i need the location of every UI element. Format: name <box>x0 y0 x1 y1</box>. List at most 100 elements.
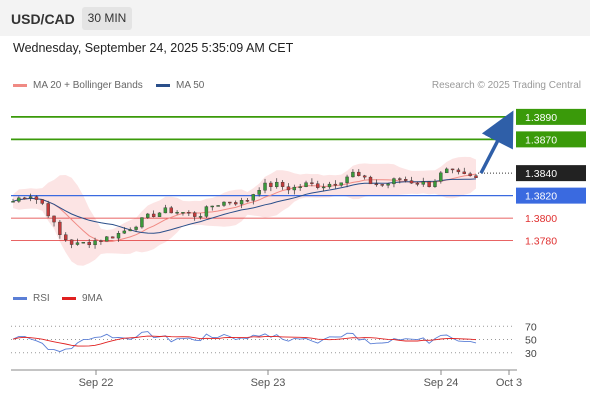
candle-body <box>257 190 261 195</box>
candle-body <box>433 181 437 187</box>
ma50-swatch <box>156 84 170 87</box>
level-1-3780-label: 1.3780 <box>525 236 557 248</box>
candle-body <box>362 175 367 178</box>
pair-title: USD/CAD <box>11 11 75 27</box>
candle-body <box>462 171 466 174</box>
candle-body <box>198 216 203 218</box>
ma20-line <box>12 173 477 243</box>
level-1-3800-label: 1.3800 <box>525 213 557 225</box>
candle-body <box>99 240 103 242</box>
candle-body <box>444 168 449 174</box>
candle-body <box>69 239 74 245</box>
candle-body <box>292 186 297 191</box>
candle-body <box>321 186 326 189</box>
candle-body <box>415 182 420 185</box>
legend-rsi-label: RSI <box>33 293 50 304</box>
rsi-line <box>12 331 477 353</box>
ma20-swatch <box>13 84 27 87</box>
candle-body <box>140 217 144 228</box>
candle-body <box>187 212 191 214</box>
candle-body <box>169 207 173 214</box>
candle-body <box>245 200 250 202</box>
candle-body <box>239 200 244 205</box>
candle-body <box>286 186 291 191</box>
candle-body <box>386 183 390 186</box>
candle-body <box>75 242 80 245</box>
legend-9ma-label: 9MA <box>82 293 103 304</box>
candle-body <box>351 171 355 178</box>
candle-body <box>310 182 314 184</box>
copyright: Research © 2025 Trading Central <box>431 80 581 91</box>
candle-body <box>345 176 349 183</box>
candle-body <box>151 213 156 217</box>
candle-body <box>304 182 308 188</box>
candle-body <box>327 183 332 188</box>
candle-body <box>403 179 408 181</box>
x-tick-label: Oct 3 <box>496 377 522 389</box>
x-tick-label: Sep 23 <box>251 377 286 389</box>
candle-body <box>181 212 185 214</box>
candle-body <box>357 171 361 176</box>
candle-body <box>450 168 455 171</box>
candle-body <box>93 240 97 246</box>
level-1-3870-tag <box>516 131 586 148</box>
candle-body <box>204 206 209 217</box>
x-tick-label: Sep 22 <box>79 377 114 389</box>
candle-body <box>421 181 425 185</box>
level-1-3820-tag <box>516 187 586 204</box>
candle-body <box>192 212 197 217</box>
candle-body <box>298 186 302 189</box>
candle-body <box>251 194 255 201</box>
candle-body <box>409 180 414 184</box>
legend-ma20-label: MA 20 + Bollinger Bands <box>33 80 143 91</box>
candle-body <box>468 173 472 176</box>
candle-body <box>64 234 68 241</box>
candle-body <box>23 197 27 200</box>
candle-body <box>280 181 285 187</box>
x-tick-label: Sep 24 <box>424 377 459 389</box>
level-1-3870-label: 1.3870 <box>525 134 557 146</box>
candle-body <box>134 226 138 230</box>
candle-body <box>339 182 343 186</box>
candle-body <box>269 182 273 187</box>
candle-body <box>427 181 431 187</box>
candle-body <box>439 172 443 182</box>
candle-body <box>263 182 267 191</box>
timeframe-button[interactable]: 30 MIN <box>82 7 132 30</box>
candle-body <box>368 176 373 185</box>
datetime-label: Wednesday, September 24, 2025 5:35:09 AM… <box>13 41 294 55</box>
legend-rsi: RSI <box>13 293 50 304</box>
candle-body <box>210 205 214 208</box>
candle-body <box>52 215 56 223</box>
rsi-level-label-50: 50 <box>525 335 537 347</box>
candle-body <box>116 233 121 239</box>
candle-body <box>333 183 338 186</box>
level-1-3890-label: 1.3890 <box>525 112 557 124</box>
candle-body <box>316 183 320 188</box>
candle-body <box>128 229 132 232</box>
candle-body <box>40 199 45 204</box>
candle-body <box>275 181 279 187</box>
candle-body <box>87 241 91 246</box>
candle-body <box>392 178 396 185</box>
candle-body <box>146 213 150 218</box>
candle-body <box>175 212 179 214</box>
candle-body <box>17 197 21 202</box>
candle-body <box>380 184 384 186</box>
candle-body <box>46 203 50 217</box>
level-1-3820-label: 1.3820 <box>525 191 557 203</box>
candle-body <box>216 205 220 207</box>
candle-body <box>398 178 402 180</box>
candle-body <box>228 201 232 204</box>
candle-body <box>456 169 461 173</box>
legend-ma50-label: MA 50 <box>176 80 205 91</box>
level-1-3890-tag <box>516 108 586 125</box>
level-1-3840-label: 1.3840 <box>525 168 557 180</box>
header-bar: USD/CAD 30 MIN <box>0 0 590 36</box>
forecast-arrow <box>479 110 514 174</box>
ma50-line <box>12 178 477 234</box>
candle-body <box>58 221 62 235</box>
candle-body <box>122 230 127 234</box>
legend-ma50: MA 50 <box>156 80 204 91</box>
